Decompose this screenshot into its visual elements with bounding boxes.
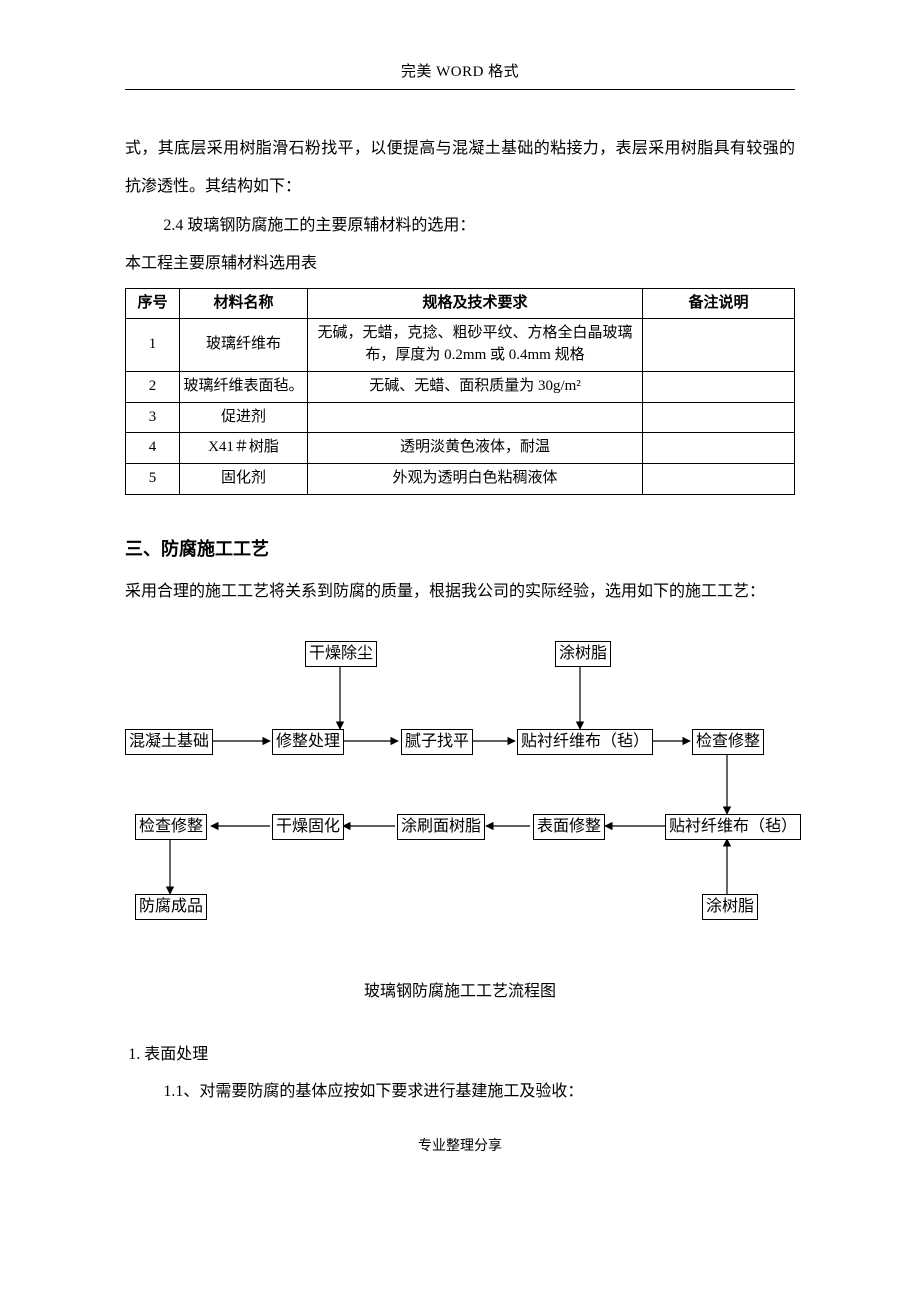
table-row: 5 固化剂 外观为透明白色粘稠液体 — [126, 464, 795, 495]
cell: 玻璃纤维布 — [180, 319, 308, 372]
th-seq: 序号 — [126, 288, 180, 319]
flow-node-putty: 腻子找平 — [401, 729, 473, 755]
cell — [643, 371, 795, 402]
th-spec: 规格及技术要求 — [308, 288, 643, 319]
cell: 透明淡黄色液体，耐温 — [308, 433, 643, 464]
cell: 固化剂 — [180, 464, 308, 495]
table-row: 1 玻璃纤维布 无碱，无蜡，克捻、粗砂平纹、方格全白晶玻璃布，厚度为 0.2mm… — [126, 319, 795, 372]
flow-node-product: 防腐成品 — [135, 894, 207, 920]
paragraph-1: 式，其底层采用树脂滑石粉找平，以便提高与混凝土基础的粘接力，表层采用树脂具有较强… — [125, 130, 795, 207]
flow-node-resin1: 涂树脂 — [555, 641, 611, 667]
cell: 外观为透明白色粘稠液体 — [308, 464, 643, 495]
flow-node-dry: 干燥除尘 — [305, 641, 377, 667]
flow-caption: 玻璃钢防腐施工工艺流程图 — [125, 977, 795, 1001]
cell — [643, 319, 795, 372]
cell: 1 — [126, 319, 180, 372]
cell: 促进剂 — [180, 402, 308, 433]
cell — [308, 402, 643, 433]
cell: X41＃树脂 — [180, 433, 308, 464]
th-note: 备注说明 — [643, 288, 795, 319]
flow-arrows — [125, 641, 795, 941]
flow-node-base: 混凝土基础 — [125, 729, 213, 755]
table-header-row: 序号 材料名称 规格及技术要求 备注说明 — [126, 288, 795, 319]
cell: 玻璃纤维表面毡。 — [180, 371, 308, 402]
section-3-title: 三、防腐施工工艺 — [125, 535, 795, 561]
cell: 无碱，无蜡，克捻、粗砂平纹、方格全白晶玻璃布，厚度为 0.2mm 或 0.4mm… — [308, 319, 643, 372]
flow-node-topcoat: 涂刷面树脂 — [397, 814, 485, 840]
paragraph-2: 2.4 玻璃钢防腐施工的主要原辅材料的选用： — [125, 207, 795, 245]
flow-node-drycure: 干燥固化 — [272, 814, 344, 840]
table-row: 3 促进剂 — [126, 402, 795, 433]
page: 完美 WORD 格式 式，其底层采用树脂滑石粉找平，以便提高与混凝土基础的粘接力… — [0, 0, 920, 1185]
cell — [643, 464, 795, 495]
cell: 3 — [126, 402, 180, 433]
cell — [643, 433, 795, 464]
list-item-1: 1. 表面处理 — [128, 1037, 795, 1074]
flow-node-surface: 表面修整 — [533, 814, 605, 840]
paragraph-3: 本工程主要原辅材料选用表 — [125, 245, 795, 283]
page-footer: 专业整理分享 — [125, 1135, 795, 1155]
table-row: 2 玻璃纤维表面毡。 无碱、无蜡、面积质量为 30g/m² — [126, 371, 795, 402]
page-header: 完美 WORD 格式 — [125, 60, 795, 90]
flow-node-trim: 修整处理 — [272, 729, 344, 755]
th-name: 材料名称 — [180, 288, 308, 319]
flow-node-resin2: 涂树脂 — [702, 894, 758, 920]
flow-node-cloth1: 贴衬纤维布（毡） — [517, 729, 653, 755]
cell: 无碱、无蜡、面积质量为 30g/m² — [308, 371, 643, 402]
cell — [643, 402, 795, 433]
cell: 2 — [126, 371, 180, 402]
cell: 4 — [126, 433, 180, 464]
flowchart: 干燥除尘 涂树脂 混凝土基础 修整处理 腻子找平 贴衬纤维布（毡） 检查修整 检… — [125, 641, 795, 941]
flow-node-check2: 检查修整 — [135, 814, 207, 840]
cell: 5 — [126, 464, 180, 495]
flow-node-check1: 检查修整 — [692, 729, 764, 755]
section-3-paragraph: 采用合理的施工工艺将关系到防腐的质量，根据我公司的实际经验，选用如下的施工工艺： — [125, 573, 795, 611]
table-row: 4 X41＃树脂 透明淡黄色液体，耐温 — [126, 433, 795, 464]
list-item-1-1: 1.1、对需要防腐的基体应按如下要求进行基建施工及验收： — [163, 1074, 795, 1111]
flow-node-cloth2: 贴衬纤维布（毡） — [665, 814, 801, 840]
materials-table: 序号 材料名称 规格及技术要求 备注说明 1 玻璃纤维布 无碱，无蜡，克捻、粗砂… — [125, 288, 795, 495]
